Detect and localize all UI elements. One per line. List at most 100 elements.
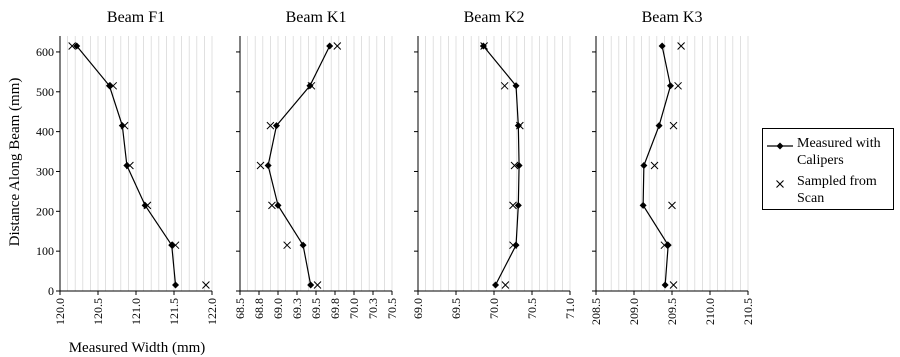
x-tick-label: 71.0 (563, 298, 577, 319)
point-scan (677, 42, 685, 50)
point-scan (660, 241, 669, 250)
y-tick-label: 200 (36, 204, 54, 218)
x-tick-label: 70.0 (347, 298, 361, 319)
point-calipers (299, 241, 307, 249)
point-calipers (479, 42, 487, 50)
point-scan (650, 161, 659, 170)
x-tick-label: 68.5 (233, 298, 247, 319)
point-calipers (639, 201, 647, 209)
x-tick-label: 209.0 (627, 298, 641, 325)
point-calipers (123, 161, 131, 169)
x-tick-label: 69.3 (290, 298, 304, 319)
point-scan (307, 81, 316, 90)
point-scan (171, 241, 180, 250)
x-tick-label: 210.0 (703, 298, 717, 325)
legend-item-scan: Sampled from Scan (763, 173, 895, 209)
panel-title: Beam F1 (107, 9, 165, 26)
legend-label-calipers: Measured with Calipers (797, 136, 881, 168)
point-calipers (172, 281, 180, 289)
point-calipers (307, 281, 315, 289)
point-scan (109, 81, 118, 90)
point-scan (256, 161, 265, 170)
panel-1: Beam F1 0 100 200 300 400 500 600 120.0 120.5 121.… (36, 9, 219, 325)
x-tick-label: 70.3 (366, 298, 380, 319)
point-scan (501, 281, 510, 289)
panel-2: Beam K1 68.5 68.8 69.0 69.3 69.5 69.8 70.0 70.3 7… (233, 9, 399, 319)
panel-title: Beam K3 (642, 9, 703, 26)
point-calipers (326, 42, 334, 50)
legend-cross-icon (776, 180, 784, 188)
x-tick-label: 68.8 (252, 298, 266, 319)
y-tick-label: 0 (48, 284, 54, 298)
x-tick-label: 70.5 (525, 298, 539, 319)
point-calipers (306, 82, 314, 90)
point-scan (68, 42, 77, 50)
point-scan (509, 201, 517, 210)
point-scan (283, 241, 291, 250)
point-calipers (655, 122, 663, 130)
point-scan (480, 42, 488, 50)
point-calipers (272, 122, 280, 130)
point-calipers (664, 241, 672, 249)
y-tick-label: 400 (36, 125, 54, 139)
x-tick-label: 122.0 (205, 298, 219, 325)
panel-3: Beam K2 69.0 69.5 70.0 70.5 71.0 (411, 9, 577, 319)
x-tick-label: 121.0 (129, 298, 143, 325)
point-scan (266, 121, 275, 130)
point-scan (515, 121, 524, 130)
point-calipers (666, 82, 674, 90)
point-calipers (514, 201, 522, 209)
point-scan (120, 121, 129, 130)
point-scan (333, 42, 342, 50)
legend-item-calipers: Measured with Calipers (763, 135, 895, 171)
x-tick-label: 120.0 (53, 298, 67, 325)
point-calipers (141, 201, 149, 209)
y-tick-label: 600 (36, 45, 54, 59)
point-scan (510, 161, 519, 170)
point-scan (313, 281, 322, 289)
point-scan (126, 161, 134, 170)
panel-title: Beam K1 (286, 9, 347, 26)
x-tick-label: 69.5 (449, 298, 463, 319)
x-tick-label: 208.5 (589, 298, 603, 325)
x-tick-label: 69.8 (328, 298, 342, 319)
point-scan (669, 281, 678, 289)
y-tick-label: 300 (36, 164, 54, 178)
point-calipers (492, 281, 500, 289)
point-calipers (512, 82, 520, 90)
x-tick-label: 209.5 (665, 298, 679, 325)
chart-panels: Beam F1 0 100 200 300 400 500 600 120.0 120.5 121.… (36, 9, 755, 325)
point-scan (268, 201, 276, 210)
x-tick-label: 69.0 (411, 298, 425, 319)
point-scan (202, 281, 210, 289)
point-calipers (658, 42, 666, 50)
legend: Measured with Calipers Sampled from Scan (762, 128, 894, 210)
point-calipers (661, 281, 669, 289)
point-calipers (73, 42, 81, 50)
x-tick-label: 69.0 (271, 298, 285, 319)
panel-4: Beam K3 208.5 209.0 209.5 210.0 210.5 (589, 9, 755, 325)
legend-diamond-line-icon (767, 142, 793, 150)
y-tick-label: 500 (36, 85, 54, 99)
x-tick-label: 70.5 (385, 298, 399, 319)
point-scan (668, 201, 676, 210)
point-scan (669, 121, 678, 130)
panel-title: Beam K2 (464, 9, 525, 26)
point-calipers (640, 161, 648, 169)
point-calipers (264, 161, 272, 169)
y-axis-label: Distance Along Beam (mm) (7, 78, 23, 247)
x-tick-label: 121.5 (167, 298, 181, 325)
x-axis-label: Measured Width (mm) (69, 340, 206, 356)
series-line-calipers (267, 45, 331, 286)
x-tick-label: 69.5 (309, 298, 323, 319)
point-scan (674, 81, 682, 90)
point-scan (500, 81, 509, 90)
point-calipers (274, 201, 282, 209)
legend-label-scan: Sampled from Scan (797, 174, 877, 206)
x-tick-label: 210.5 (741, 298, 755, 325)
point-calipers (514, 122, 522, 130)
point-calipers (515, 161, 523, 169)
point-calipers (118, 122, 126, 130)
point-scan (143, 201, 152, 210)
